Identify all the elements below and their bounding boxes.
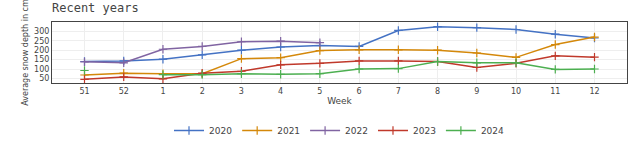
svg-text:250: 250 <box>34 37 49 46</box>
svg-text:6: 6 <box>357 87 362 96</box>
svg-text:11: 11 <box>550 87 560 96</box>
svg-text:9: 9 <box>474 87 479 96</box>
svg-text:100: 100 <box>34 65 49 74</box>
svg-text:2: 2 <box>200 87 205 96</box>
svg-text:150: 150 <box>34 55 49 64</box>
svg-text:2024: 2024 <box>481 126 504 136</box>
svg-text:51: 51 <box>79 87 89 96</box>
svg-text:8: 8 <box>435 87 440 96</box>
svg-text:2023: 2023 <box>413 126 436 136</box>
svg-text:5: 5 <box>317 87 322 96</box>
svg-text:50: 50 <box>39 74 49 83</box>
svg-text:12: 12 <box>589 87 599 96</box>
svg-text:1: 1 <box>160 87 165 96</box>
svg-text:4: 4 <box>278 87 283 96</box>
svg-text:52: 52 <box>119 87 129 96</box>
svg-text:10: 10 <box>511 87 521 96</box>
svg-text:200: 200 <box>34 46 49 55</box>
svg-text:300: 300 <box>34 27 49 36</box>
svg-text:Average snow depth in cm: Average snow depth in cm <box>21 0 30 106</box>
svg-text:7: 7 <box>396 87 401 96</box>
svg-text:3: 3 <box>239 87 244 96</box>
svg-text:2020: 2020 <box>209 126 232 136</box>
svg-text:2022: 2022 <box>345 126 368 136</box>
svg-text:Week: Week <box>327 96 352 106</box>
svg-text:Recent years: Recent years <box>52 1 139 15</box>
svg-text:2021: 2021 <box>277 126 300 136</box>
